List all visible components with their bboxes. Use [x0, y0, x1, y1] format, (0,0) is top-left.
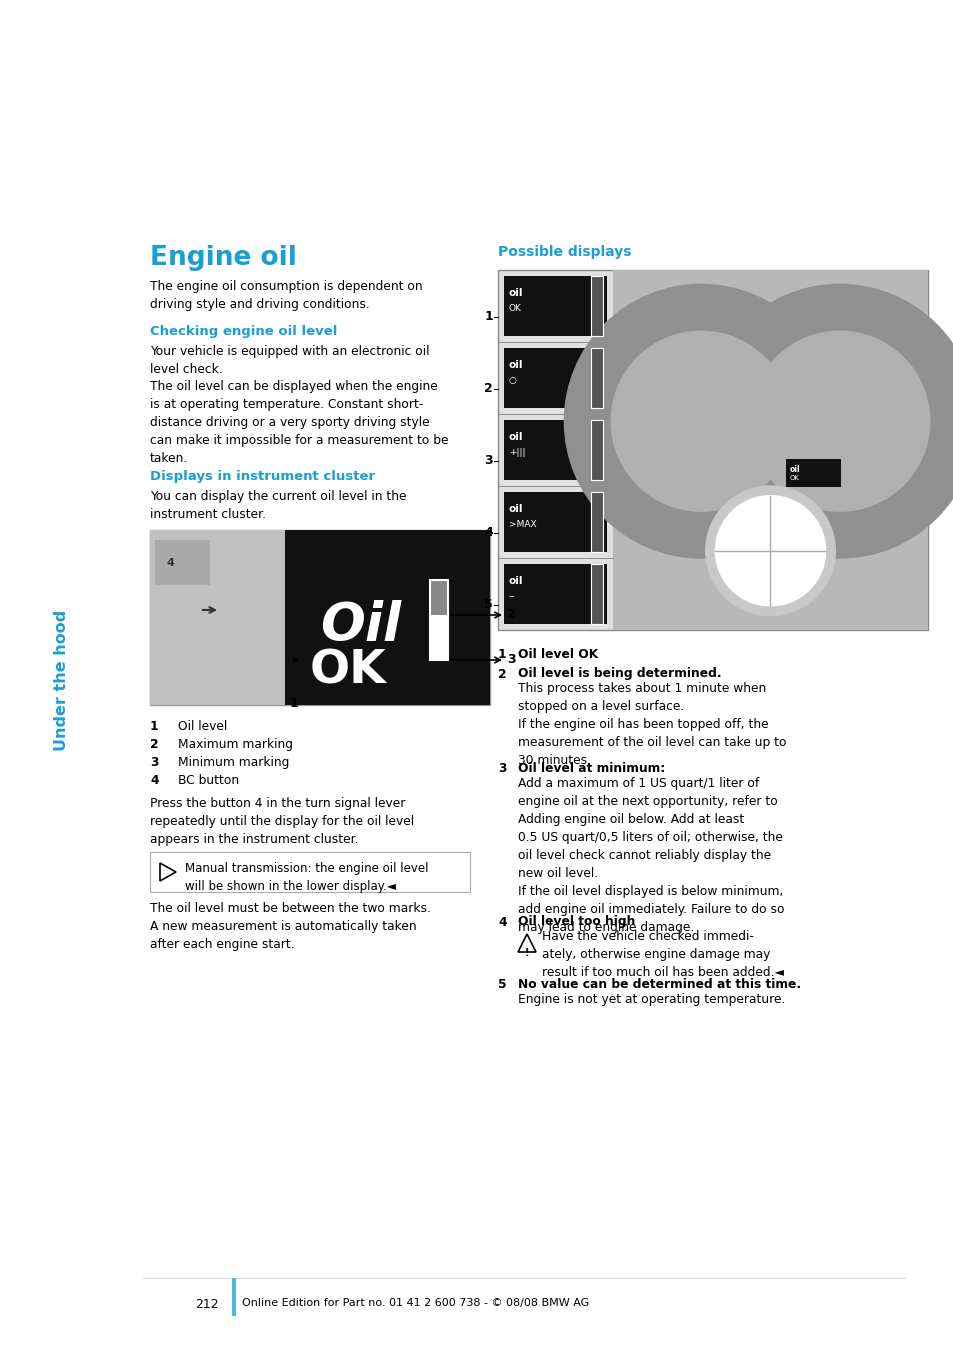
Text: 3: 3: [506, 653, 515, 666]
Text: 4: 4: [484, 526, 493, 539]
Text: Possible displays: Possible displays: [497, 244, 631, 259]
Text: 4: 4: [166, 558, 173, 568]
Text: --: --: [509, 593, 515, 601]
Text: Online Edition for Part no. 01 41 2 600 738 - © 08/08 BMW AG: Online Edition for Part no. 01 41 2 600 …: [242, 1297, 589, 1308]
Text: oil: oil: [509, 576, 523, 586]
Polygon shape: [517, 934, 536, 952]
Text: OK: OK: [509, 304, 521, 313]
Text: 2: 2: [497, 667, 506, 680]
Text: No value can be determined at this time.: No value can be determined at this time.: [517, 979, 801, 991]
Circle shape: [715, 495, 824, 606]
Text: Oil level: Oil level: [178, 720, 227, 733]
Text: 2: 2: [150, 738, 158, 751]
Text: ○: ○: [509, 377, 517, 385]
Text: oil: oil: [509, 288, 523, 298]
Text: You can display the current oil level in the
instrument cluster.: You can display the current oil level in…: [150, 490, 406, 521]
Bar: [590, 564, 602, 624]
Bar: [785, 459, 841, 487]
Text: 1: 1: [497, 648, 506, 662]
Circle shape: [705, 486, 835, 616]
Bar: [590, 275, 602, 336]
Text: Under the hood: Under the hood: [54, 609, 70, 751]
Bar: [430, 616, 448, 660]
Text: 5: 5: [484, 598, 493, 612]
Text: Maximum marking: Maximum marking: [178, 738, 293, 751]
Text: BC button: BC button: [178, 774, 239, 787]
Text: +|||: +|||: [509, 448, 525, 458]
Text: 4: 4: [497, 915, 506, 929]
Text: Engine oil: Engine oil: [150, 244, 296, 271]
Text: Displays in instrument cluster: Displays in instrument cluster: [150, 470, 375, 483]
Text: oil: oil: [788, 466, 799, 474]
Bar: [503, 275, 606, 336]
Bar: [590, 348, 602, 408]
Bar: [613, 270, 927, 630]
Text: Have the vehicle checked immedi-
ately, otherwise engine damage may
result if to: Have the vehicle checked immedi- ately, …: [541, 930, 783, 979]
Text: Add a maximum of 1 US quart/1 liter of
engine oil at the next opportunity, refer: Add a maximum of 1 US quart/1 liter of e…: [517, 778, 783, 934]
Text: This process takes about 1 minute when
stopped on a level surface.
If the engine: This process takes about 1 minute when s…: [517, 682, 785, 767]
Text: A new measurement is automatically taken
after each engine start.: A new measurement is automatically taken…: [150, 919, 416, 950]
Text: 3: 3: [484, 455, 493, 467]
Text: Your vehicle is equipped with an electronic oil
level check.: Your vehicle is equipped with an electro…: [150, 346, 429, 377]
Bar: [503, 420, 606, 481]
Text: The oil level can be displayed when the engine
is at operating temperature. Cons: The oil level can be displayed when the …: [150, 379, 448, 464]
Bar: [150, 531, 490, 705]
Text: 1: 1: [290, 697, 298, 710]
Text: The engine oil consumption is dependent on
driving style and driving conditions.: The engine oil consumption is dependent …: [150, 279, 422, 310]
Text: oil: oil: [509, 432, 523, 441]
Bar: [150, 531, 285, 705]
Text: Oil: Oil: [319, 599, 400, 652]
Text: Oil level too high: Oil level too high: [517, 915, 635, 929]
Text: Manual transmission: the engine oil level
will be shown in the lower display.◄: Manual transmission: the engine oil leve…: [185, 863, 428, 892]
Bar: [590, 420, 602, 481]
Text: !: !: [524, 948, 529, 958]
Text: OK: OK: [788, 475, 799, 481]
Bar: [232, 1278, 235, 1316]
Text: 1: 1: [484, 310, 493, 323]
Bar: [285, 531, 490, 705]
Text: Oil level is being determined.: Oil level is being determined.: [517, 667, 720, 680]
Text: 3: 3: [497, 763, 506, 775]
Circle shape: [564, 285, 837, 558]
Bar: [497, 270, 927, 630]
Text: >MAX: >MAX: [509, 520, 536, 529]
Bar: [590, 491, 602, 552]
Circle shape: [611, 331, 790, 512]
Text: 5: 5: [497, 979, 506, 991]
Text: Press the button 4 in the turn signal lever
repeatedly until the display for the: Press the button 4 in the turn signal le…: [150, 796, 414, 846]
Text: The oil level must be between the two marks.: The oil level must be between the two ma…: [150, 902, 431, 915]
Text: Engine is not yet at operating temperature.: Engine is not yet at operating temperatu…: [517, 994, 784, 1006]
Text: Oil level OK: Oil level OK: [517, 648, 598, 662]
Bar: [503, 348, 606, 408]
Circle shape: [749, 331, 929, 512]
Bar: [430, 580, 448, 660]
Text: Oil level at minimum:: Oil level at minimum:: [517, 763, 664, 775]
Text: 3: 3: [150, 756, 158, 770]
Text: 2: 2: [484, 382, 493, 396]
Text: 2: 2: [506, 608, 516, 621]
Bar: [154, 540, 210, 585]
Text: Minimum marking: Minimum marking: [178, 756, 289, 770]
Text: OK: OK: [310, 648, 386, 693]
Text: oil: oil: [509, 360, 523, 370]
Polygon shape: [160, 863, 175, 882]
Bar: [503, 564, 606, 624]
Text: oil: oil: [509, 504, 523, 514]
Bar: [150, 852, 470, 892]
Text: 4: 4: [150, 774, 158, 787]
Circle shape: [702, 285, 953, 558]
Text: 1: 1: [150, 720, 158, 733]
Text: 212: 212: [194, 1297, 218, 1311]
Bar: [503, 491, 606, 552]
Text: Checking engine oil level: Checking engine oil level: [150, 325, 337, 338]
